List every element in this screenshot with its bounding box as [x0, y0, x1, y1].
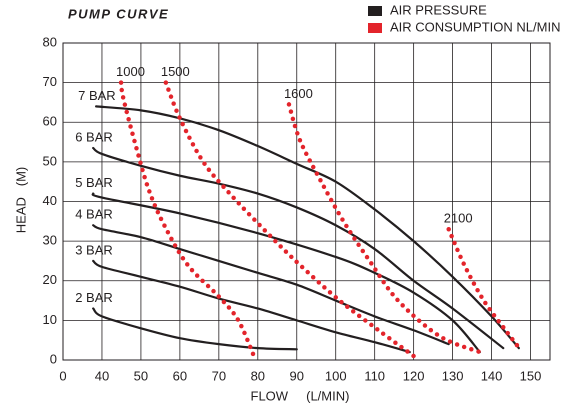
- series-label: 2 BAR: [75, 290, 113, 305]
- x-tick-label: 110: [364, 368, 385, 383]
- pressure-curve: [92, 259, 411, 354]
- y-tick-label: 80: [43, 34, 57, 49]
- x-tick-label: 70: [212, 368, 226, 383]
- series-label: 4 BAR: [75, 207, 113, 222]
- x-tick-label: 150: [520, 368, 542, 383]
- pressure-curve: [92, 224, 450, 346]
- series-label: 1500: [161, 64, 190, 79]
- pressure-curve: [91, 192, 481, 354]
- y-tick-label: 50: [43, 153, 57, 168]
- x-tick-label: 120: [403, 368, 425, 383]
- x-tick-label: 60: [173, 368, 187, 383]
- consumption-curve: [118, 80, 257, 359]
- y-tick-label: 40: [43, 193, 57, 208]
- x-tick-label: 130: [442, 368, 464, 383]
- y-tick-label: 60: [43, 114, 57, 129]
- x-tick-label: 80: [251, 368, 265, 383]
- x-tick-label: 90: [290, 368, 304, 383]
- y-axis-label: HEAD (M): [13, 167, 28, 233]
- pressure-curve: [92, 146, 505, 350]
- legend-swatch: [368, 23, 382, 33]
- pressure-curve: [92, 307, 298, 351]
- series-label: 3 BAR: [75, 242, 113, 257]
- legend-label: AIR CONSUMPTION NL/MIN: [390, 19, 560, 34]
- y-tick-label: 70: [43, 74, 57, 89]
- x-tick-label: 140: [481, 368, 503, 383]
- x-tick-label: 0: [59, 368, 66, 383]
- x-tick-label: 100: [325, 368, 347, 383]
- y-tick-label: 0: [50, 351, 57, 366]
- series-label: 5 BAR: [75, 175, 113, 190]
- consumption-curve: [163, 80, 416, 359]
- y-tick-label: 30: [43, 233, 57, 248]
- legend-label: AIR PRESSURE: [390, 2, 487, 17]
- consumption-curve: [286, 102, 483, 355]
- x-axis-label: FLOW (L/MIN): [251, 388, 350, 403]
- series-label: 1000: [116, 64, 145, 79]
- legend-swatch: [368, 6, 382, 16]
- x-tick-label: 40: [95, 368, 109, 383]
- y-tick-label: 20: [43, 272, 57, 287]
- chart-title: PUMP CURVE: [68, 6, 169, 21]
- x-tick-label: 50: [134, 368, 148, 383]
- series-label: 2100: [444, 211, 473, 226]
- series-label: 7 BAR: [78, 88, 116, 103]
- series-label: 6 BAR: [75, 129, 113, 144]
- y-tick-label: 10: [43, 312, 57, 327]
- series-label: 1600: [284, 86, 313, 101]
- consumption-curve: [446, 226, 524, 353]
